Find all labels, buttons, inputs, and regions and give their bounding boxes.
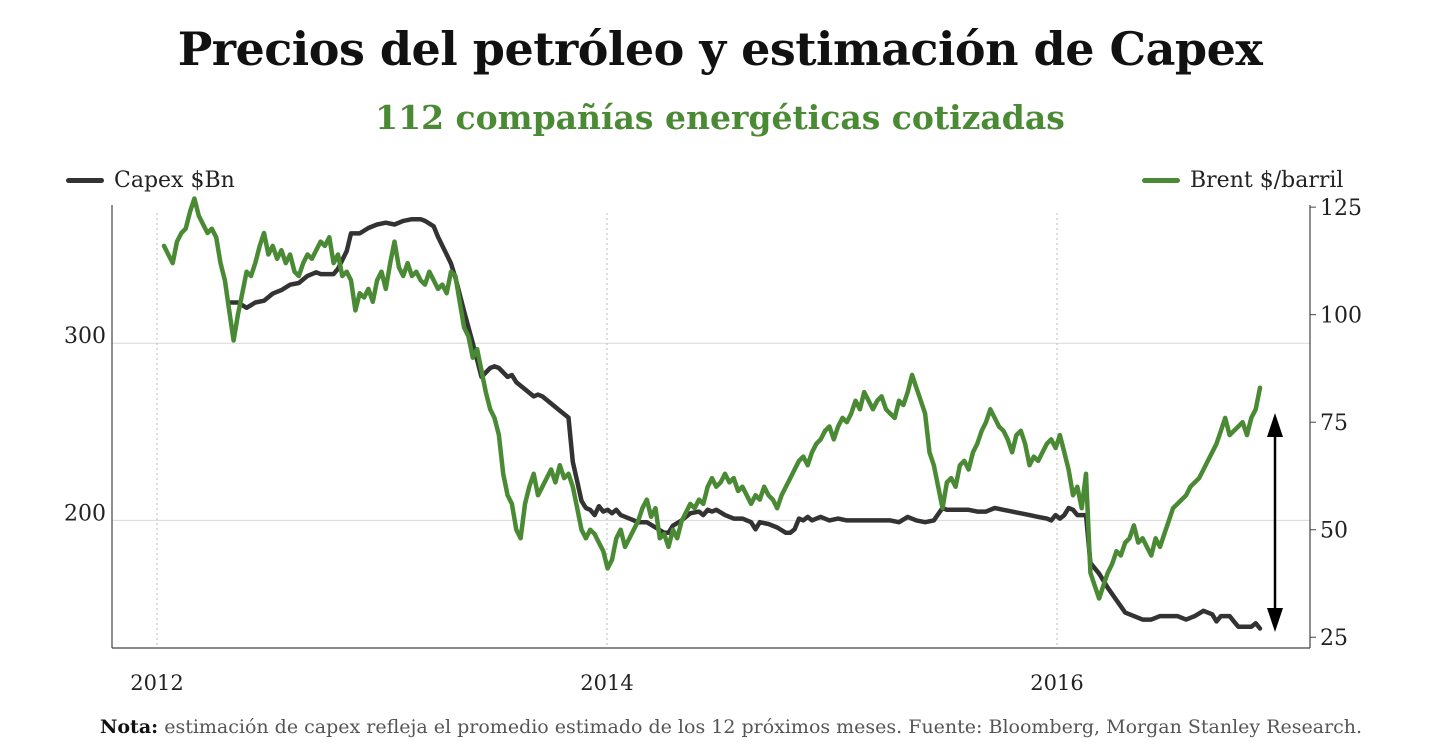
capex-line: [226, 216, 1263, 631]
legend-capex-label: Capex $Bn: [114, 168, 235, 193]
legend-brent-label: Brent $/barril: [1190, 168, 1344, 193]
series-layer: [161, 196, 1263, 631]
y-right-tick-label: 25: [1320, 626, 1348, 651]
footnote-text: estimación de capex refleja el promedio …: [164, 716, 1363, 738]
y-right-tick-label: 100: [1320, 304, 1362, 329]
y-right-tick-label: 125: [1320, 196, 1362, 221]
y-left-tick-label: 300: [64, 324, 106, 349]
grid-layer: [112, 213, 1310, 648]
chart-subtitle: 112 compañías energéticas cotizadas: [375, 98, 1065, 137]
axis-layer: 20122014201620182020200300255075100125: [64, 196, 1362, 695]
legend-capex-swatch: [66, 178, 104, 183]
brent-line: [161, 196, 1263, 601]
y-left-tick-label: 200: [64, 501, 106, 526]
y-right-tick-label: 50: [1320, 519, 1348, 544]
footnote: Nota: estimación de capex refleja el pro…: [100, 716, 1362, 738]
x-tick-label: 2012: [130, 671, 183, 695]
y-right-tick-label: 75: [1320, 411, 1348, 436]
legend-capex: Capex $Bn: [66, 168, 235, 193]
annotation-layer: [1267, 413, 1283, 632]
x-tick-label: 2016: [1030, 671, 1083, 695]
arrow-head-up: [1267, 413, 1283, 437]
x-tick-label: 2014: [580, 671, 633, 695]
footnote-label: Nota:: [100, 716, 159, 738]
arrow-head-down: [1267, 608, 1283, 632]
legend-brent: Brent $/barril: [1142, 168, 1343, 193]
legend-brent-swatch: [1142, 178, 1180, 183]
chart-title: Precios del petróleo y estimación de Cap…: [177, 22, 1263, 76]
